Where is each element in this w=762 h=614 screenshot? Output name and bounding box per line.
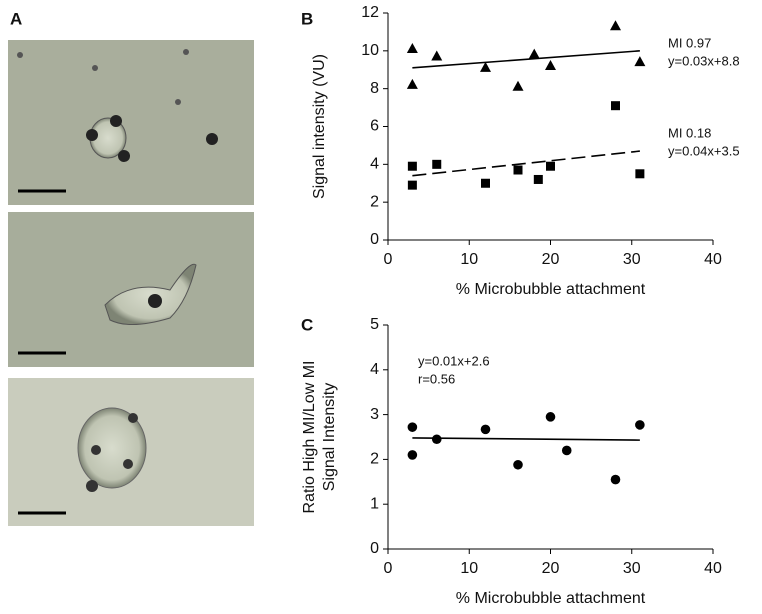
x-tick-label: 20 (542, 560, 560, 577)
square-marker (546, 161, 555, 171)
panel-label: C (301, 315, 313, 334)
square-marker (513, 165, 523, 175)
x-tick-label: 0 (384, 560, 393, 577)
y-tick-label: 3 (370, 406, 379, 423)
y-tick-label: 1 (370, 495, 379, 512)
equation: y=0.03x+8.8 (668, 53, 740, 68)
equation: y=0.04x+3.5 (668, 143, 740, 158)
trend-line (412, 150, 640, 177)
triangle-marker (512, 80, 524, 91)
series-label: MI 0.18 (668, 125, 711, 140)
panel-label: B (301, 9, 313, 28)
triangle-marker (406, 78, 418, 89)
triangle-marker (610, 20, 621, 31)
trend-line (412, 437, 640, 441)
x-tick-label: 0 (384, 251, 393, 268)
x-tick-label: 20 (542, 251, 560, 268)
x-axis-title: % Microbubble attachment (456, 281, 646, 298)
y-tick-label: 12 (361, 4, 379, 21)
y-tick-label: 5 (370, 316, 379, 333)
x-tick-label: 10 (460, 251, 478, 268)
x-tick-label: 30 (623, 560, 641, 577)
triangle-marker (406, 42, 418, 53)
y-tick-label: 0 (370, 231, 379, 248)
triangle-marker (431, 50, 443, 61)
y-tick-label: 0 (370, 540, 379, 557)
x-tick-label: 10 (460, 560, 478, 577)
x-axis-title: % Microbubble attachment (456, 590, 646, 607)
circle-marker (545, 412, 556, 422)
micrograph (8, 40, 254, 205)
square-marker (533, 174, 543, 184)
y-tick-label: 2 (370, 193, 379, 210)
y-tick-label: 6 (370, 118, 379, 135)
circle-marker (480, 424, 491, 435)
square-marker (432, 159, 442, 169)
square-marker (407, 161, 417, 171)
y-tick-label: 10 (361, 42, 379, 59)
y-tick-label: 2 (370, 451, 379, 468)
square-marker (611, 101, 620, 111)
annotation: y=0.01x+2.6 (418, 353, 490, 368)
circle-marker (513, 459, 523, 470)
micrograph (8, 378, 254, 526)
panel-label: A (10, 9, 22, 28)
series-label: MI 0.97 (668, 35, 711, 50)
square-marker (635, 169, 645, 179)
y-tick-label: 4 (370, 361, 379, 378)
circle-marker (610, 474, 621, 485)
circle-marker (635, 420, 645, 430)
y-axis-title: Signal intensity (VU) (311, 54, 328, 199)
triangle-marker (545, 59, 556, 70)
circle-marker (561, 445, 572, 456)
x-tick-label: 30 (623, 251, 641, 268)
circle-marker (407, 450, 418, 460)
y-tick-label: 4 (370, 156, 379, 173)
circle-marker (431, 434, 442, 445)
triangle-marker (480, 61, 491, 72)
x-tick-label: 40 (704, 251, 722, 268)
trend-line (412, 50, 640, 69)
annotation: r=0.56 (418, 371, 455, 386)
square-marker (407, 180, 417, 190)
y-tick-label: 8 (370, 80, 379, 97)
x-tick-label: 40 (704, 560, 722, 577)
triangle-marker (634, 56, 646, 67)
circle-marker (407, 422, 418, 432)
triangle-marker (528, 48, 540, 59)
micrograph (8, 212, 254, 367)
square-marker (481, 178, 490, 188)
y-axis-title: Signal Intensity (321, 383, 338, 492)
y-axis-title: Ratio High MI/Low MI (301, 361, 318, 514)
